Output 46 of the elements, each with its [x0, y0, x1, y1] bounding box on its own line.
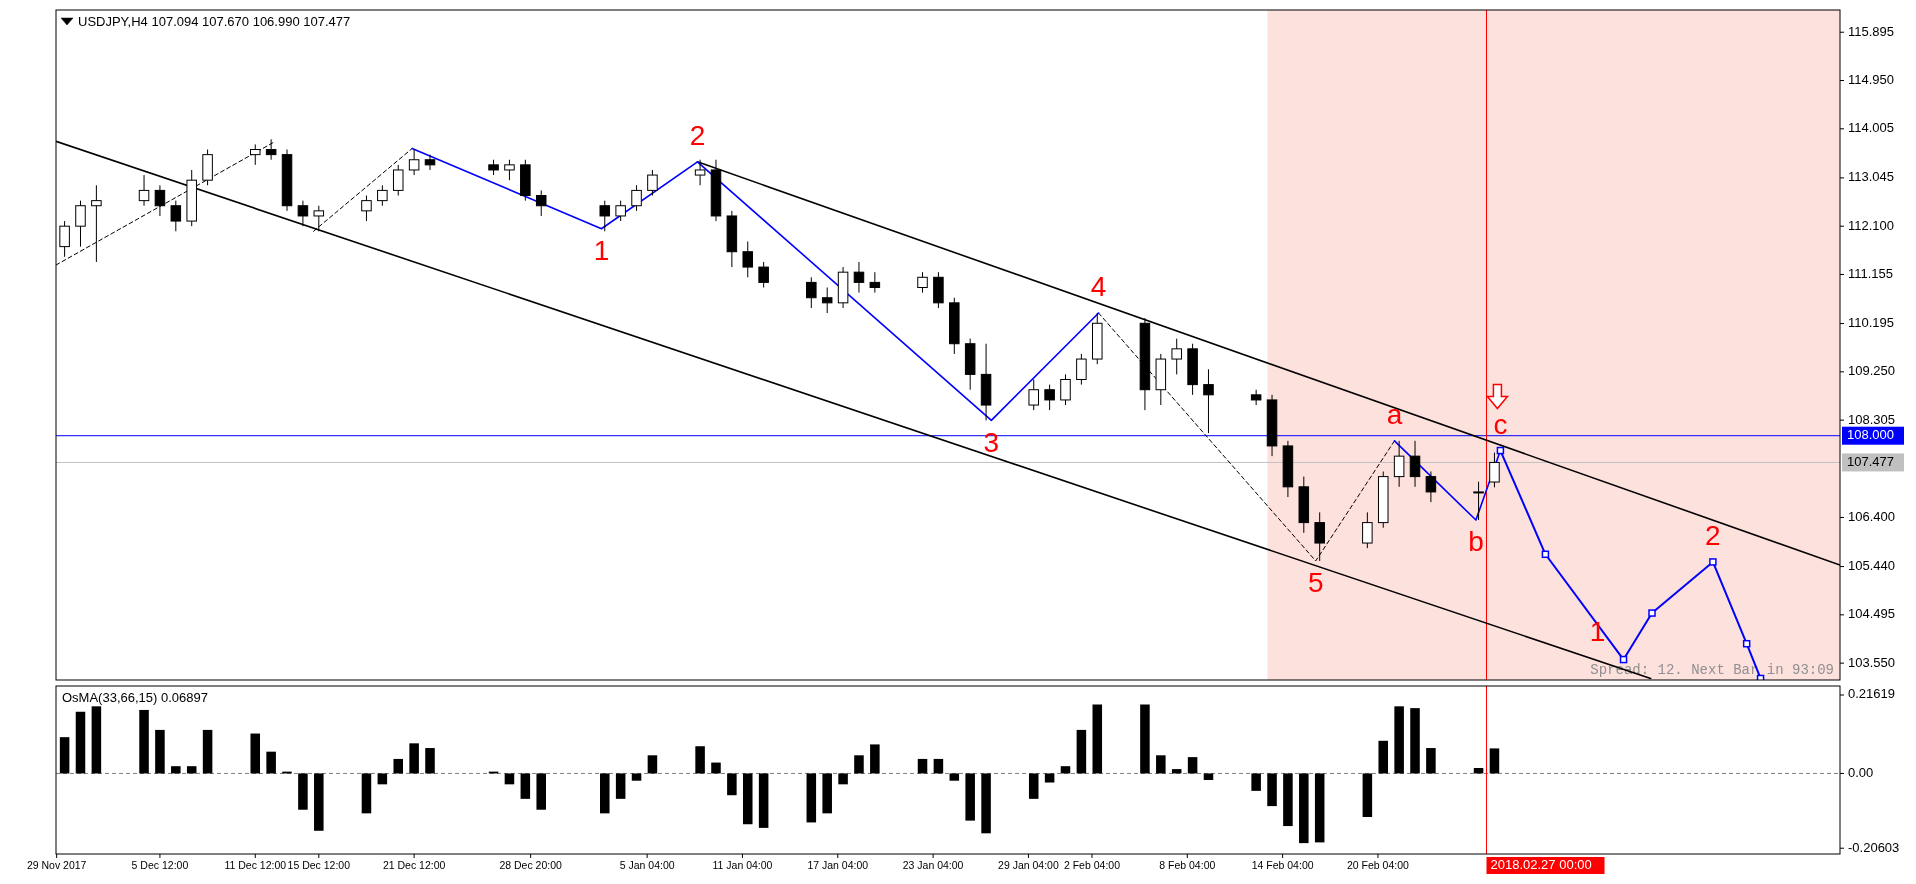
- annotation: 1: [1589, 615, 1606, 647]
- x-tick-label: 11 Dec 12:00: [224, 858, 287, 871]
- annotation: 5: [1307, 567, 1324, 599]
- y-tick-label: 114.950: [1848, 71, 1895, 87]
- y-tick-label: 104.495: [1848, 606, 1895, 622]
- y-tick-label: 108.305: [1848, 411, 1895, 427]
- chart-title: OsMA(33,66,15) 0.06897: [62, 690, 208, 705]
- x-tick-label: 29 Nov 2017: [26, 858, 87, 871]
- y-tick-label: 105.440: [1848, 557, 1895, 573]
- annotation: 2: [1705, 520, 1721, 552]
- x-tick-label: 29 Jan 04:00: [998, 858, 1059, 871]
- annotation: c: [1493, 408, 1508, 440]
- y-tick-label: 0.21619: [1848, 686, 1895, 702]
- annotation: 1: [593, 235, 610, 267]
- x-tick-label: 8 Feb 04:00: [1159, 858, 1216, 871]
- ref-line-label: 108.000: [1847, 427, 1894, 443]
- ref-line-label: 2018.02.27 00:00: [1490, 857, 1592, 873]
- x-tick-label: 2 Feb 04:00: [1063, 858, 1121, 871]
- x-tick-label: 15 Dec 12:00: [287, 858, 351, 871]
- x-tick-label: 23 Jan 04:00: [902, 858, 964, 871]
- x-tick-label: 21 Dec 12:00: [382, 858, 446, 871]
- x-tick-label: 14 Feb 04:00: [1251, 858, 1314, 871]
- x-tick-label: 5 Jan 04:00: [619, 858, 675, 871]
- x-tick-label: 28 Dec 20:00: [499, 858, 563, 871]
- annotation: 4: [1090, 271, 1107, 303]
- y-tick-label: 113.045: [1848, 169, 1895, 185]
- annotation: 2: [689, 120, 706, 152]
- x-tick-label: 11 Jan 04:00: [712, 858, 773, 871]
- y-tick-label: 115.895: [1848, 23, 1895, 39]
- annotation: b: [1468, 526, 1484, 558]
- y-tick-label: 112.100: [1848, 217, 1895, 233]
- x-tick-label: 20 Feb 04:00: [1347, 858, 1410, 871]
- y-tick-label: 110.195: [1848, 314, 1895, 330]
- x-tick-label: 17 Jan 04:00: [807, 858, 869, 871]
- y-tick-label: 106.400: [1848, 508, 1895, 524]
- y-tick-label: 103.550: [1848, 654, 1895, 670]
- y-tick-label: 0.00: [1848, 764, 1874, 780]
- y-tick-label: 114.005: [1848, 120, 1895, 136]
- chart-title: USDJPY,H4 107.094 107.670 106.990 107.477: [78, 14, 351, 29]
- annotation: 3: [983, 426, 1000, 458]
- y-tick-label: 109.250: [1848, 363, 1895, 379]
- x-tick-label: 5 Dec 12:00: [131, 858, 189, 871]
- y-tick-label: -0.20603: [1848, 839, 1900, 855]
- y-tick-label: 111.155: [1848, 265, 1894, 281]
- annotation: a: [1386, 399, 1403, 431]
- ref-line-label: 107.477: [1847, 453, 1894, 469]
